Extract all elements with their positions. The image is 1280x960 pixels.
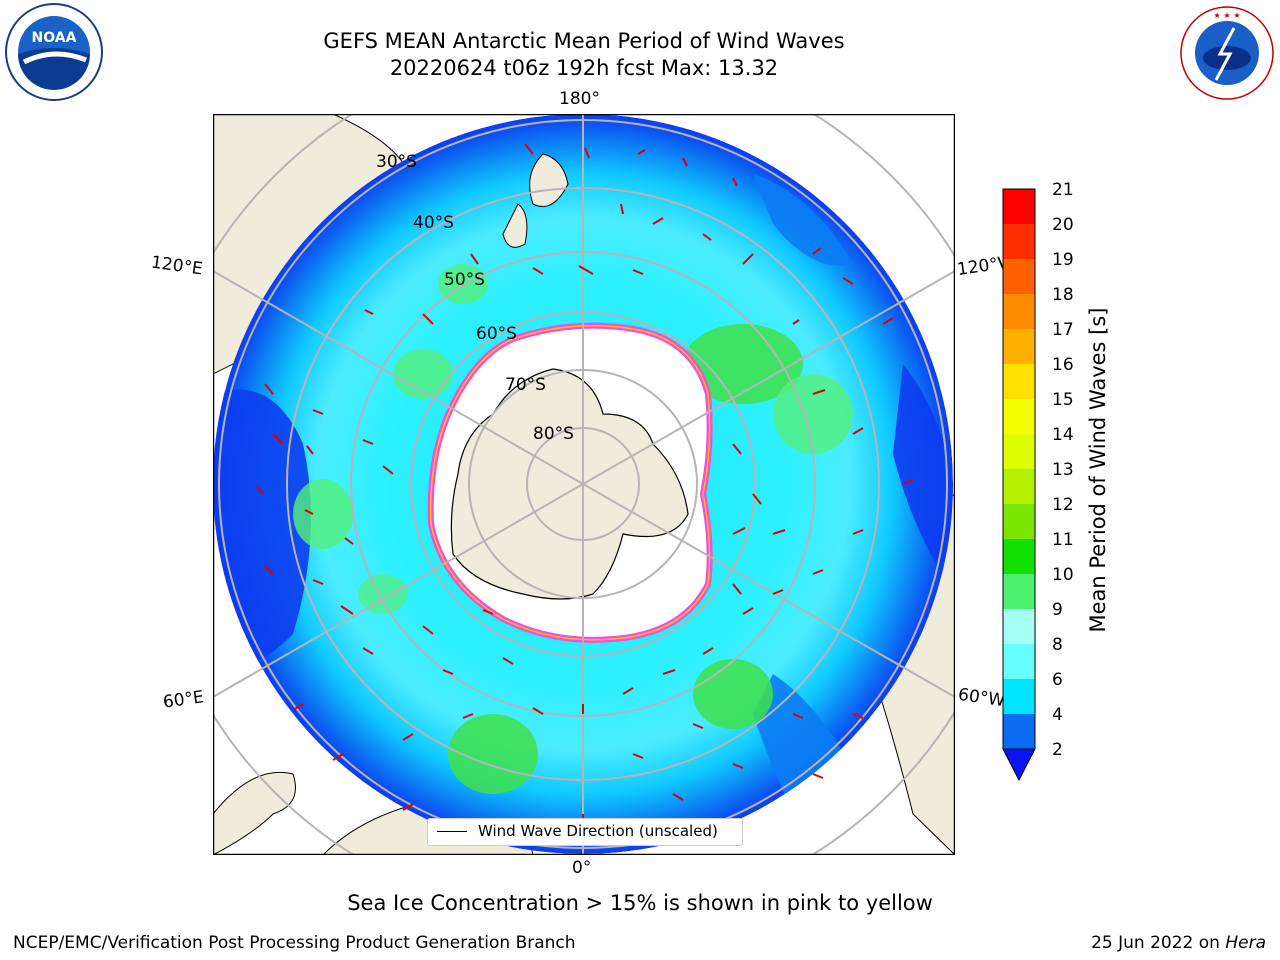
cb-tick-18: 18: [1052, 285, 1074, 305]
footer-date-text: 25 Jun 2022 on: [1091, 933, 1226, 953]
cb-tick-17: 17: [1052, 320, 1074, 340]
svg-text:NOAA: NOAA: [32, 30, 77, 46]
cb-tick-9: 9: [1052, 600, 1063, 620]
lon-label-120e: 120°E: [149, 252, 204, 280]
lat-label-50s: 50°S: [444, 270, 485, 290]
footer-host: Hera: [1225, 933, 1266, 953]
lon-label-0: 0°: [572, 858, 592, 878]
colorbar-label: Mean Period of Wind Waves [s]: [1086, 307, 1110, 633]
cb-tick-19: 19: [1052, 250, 1074, 270]
svg-text:★ ★ ★: ★ ★ ★: [1213, 11, 1240, 20]
cb-tick-10: 10: [1052, 565, 1074, 585]
cb-tick-2: 2: [1052, 740, 1063, 760]
colorbar: [1002, 188, 1036, 782]
lon-label-60w: 60°W: [956, 684, 1007, 712]
lat-label-40s: 40°S: [413, 213, 454, 233]
map-legend: Wind Wave Direction (unscaled): [427, 818, 743, 846]
cb-tick-16: 16: [1052, 355, 1074, 375]
cb-tick-15: 15: [1052, 390, 1074, 410]
legend-line-swatch: [437, 831, 467, 832]
map-frame: [213, 114, 955, 855]
map-title: GEFS MEAN Antarctic Mean Period of Wind …: [323, 29, 845, 53]
noaa-logo: NOAA: [5, 3, 103, 101]
cb-tick-8: 8: [1052, 635, 1063, 655]
map-subtitle: 20220624 t06z 192h fcst Max: 13.32: [389, 56, 779, 80]
cb-tick-11: 11: [1052, 530, 1074, 550]
legend-label: Wind Wave Direction (unscaled): [478, 822, 718, 840]
cb-tick-4: 4: [1052, 705, 1063, 725]
nws-logo: ★ ★ ★: [1180, 6, 1274, 100]
footer-credit: NCEP/EMC/Verification Post Processing Pr…: [13, 933, 576, 953]
sea-ice-caption: Sea Ice Concentration > 15% is shown in …: [347, 891, 933, 915]
cb-tick-21: 21: [1052, 180, 1074, 200]
cb-tick-14: 14: [1052, 425, 1074, 445]
polar-map: [213, 114, 955, 855]
lon-label-60e: 60°E: [161, 687, 206, 713]
antarctica-land: [450, 368, 689, 600]
lon-label-180: 180°: [559, 89, 600, 109]
new-zealand-land: [529, 153, 569, 207]
cb-tick-6: 6: [1052, 670, 1063, 690]
cb-tick-13: 13: [1052, 460, 1074, 480]
footer-date: 25 Jun 2022 on Hera: [1091, 933, 1266, 953]
graticule: [213, 114, 955, 855]
lat-label-80s: 80°S: [533, 424, 574, 444]
cb-tick-12: 12: [1052, 495, 1074, 515]
lat-label-60s: 60°S: [476, 324, 517, 344]
lat-label-30s: 30°S: [376, 152, 417, 172]
madagascar-land: [213, 771, 296, 855]
lat-label-70s: 70°S: [505, 375, 546, 395]
cb-tick-20: 20: [1052, 215, 1074, 235]
